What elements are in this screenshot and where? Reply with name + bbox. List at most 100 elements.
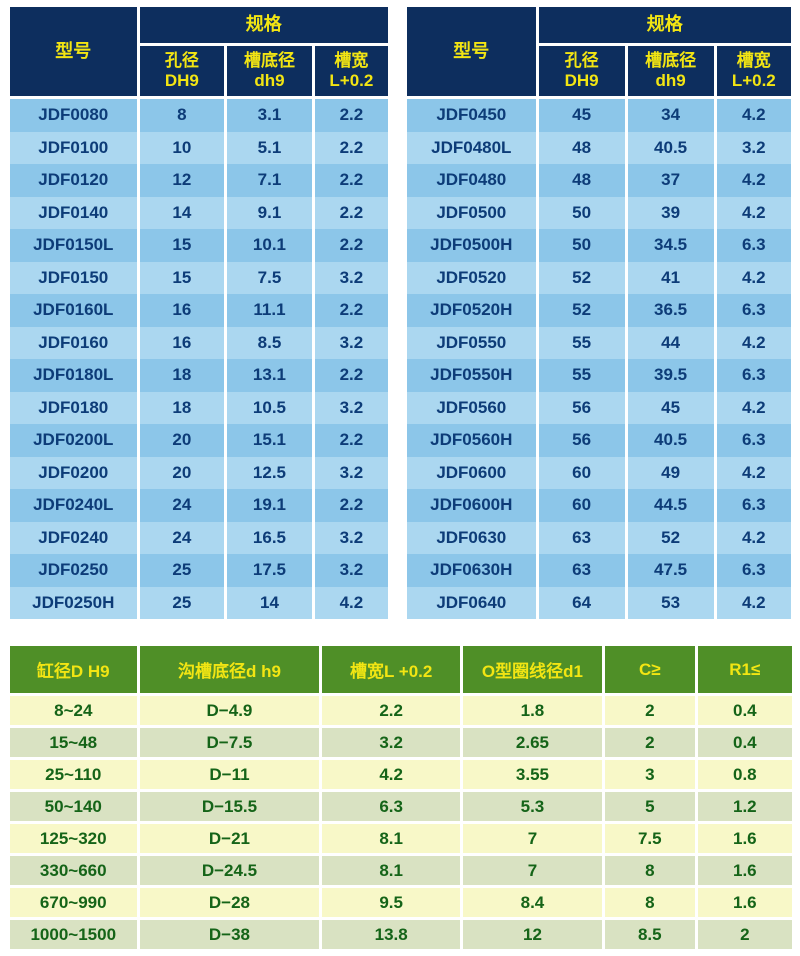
spec-table-row: JDF0480 48 37 4.2 (404, 164, 795, 197)
bore-diameter-cell: 52 (535, 294, 628, 327)
spec-table-row: JDF0630 63 52 4.2 (404, 521, 795, 554)
c-min-cell: 5 (601, 789, 698, 824)
groove-width-cell: 2.2 (311, 196, 392, 229)
groove-bottom-diameter-cell: 45 (624, 391, 717, 424)
c-min-cell: 8 (601, 853, 698, 888)
spec-table-left-body: JDF0080 8 3.1 2.2 JDF0100 10 5.1 2.2 JDF… (7, 97, 392, 619)
groove-table-row: 1000~1500 D−38 13.8 12 8.5 2 (7, 917, 796, 952)
bore-diameter-cell: 60 (535, 489, 628, 522)
r1-max-cell: 1.2 (694, 789, 796, 824)
col-header-o-ring-cross-section: O型圈线径d1 (459, 643, 605, 696)
o-ring-cross-section-cell: 8.4 (459, 885, 605, 920)
groove-width-cell: 4.2 (713, 196, 795, 229)
spec-table-row: JDF0100 10 5.1 2.2 (7, 131, 392, 164)
bore-diameter-cell: 56 (535, 424, 628, 457)
spec-table-right-body: JDF0450 45 34 4.2 JDF0480L 48 40.5 3.2 J… (404, 97, 795, 619)
spec-table-row: JDF0550 55 44 4.2 (404, 326, 795, 359)
groove-table-row: 670~990 D−28 9.5 8.4 8 1.6 (7, 885, 796, 920)
groove-width-cell: 6.3 (713, 359, 795, 392)
spec-table-row: JDF0560H 56 40.5 6.3 (404, 424, 795, 457)
groove-width-cell: 4.2 (713, 326, 795, 359)
r1-max-cell: 1.6 (694, 885, 796, 920)
bore-diameter-cell: 24 (136, 489, 228, 522)
groove-bottom-diameter-cell: 41 (624, 261, 717, 294)
groove-width-cell: 13.8 (319, 917, 463, 952)
groove-bottom-diameter-cell: 34.5 (624, 229, 717, 262)
groove-bottom-diameter-cell: 44.5 (624, 489, 717, 522)
model-cell: JDF0480L (404, 131, 539, 164)
bore-diameter-cell: 20 (136, 456, 228, 489)
model-cell: JDF0550H (404, 359, 539, 392)
col-header-cylinder-bore: 缸径D H9 (7, 643, 140, 696)
c-min-cell: 2 (601, 725, 698, 760)
bore-diameter-cell: 55 (535, 359, 628, 392)
o-ring-cross-section-cell: 1.8 (459, 693, 605, 728)
c-min-cell: 8 (601, 885, 698, 920)
bore-diameter-cell: 64 (535, 586, 628, 619)
bore-diameter-cell: 12 (136, 164, 228, 197)
groove-width-cell: 2.2 (311, 294, 392, 327)
spec-table-row: JDF0120 12 7.1 2.2 (7, 164, 392, 197)
model-cell: JDF0550 (404, 326, 539, 359)
bore-diameter-cell: 48 (535, 131, 628, 164)
bore-diameter-cell: 15 (136, 261, 228, 294)
groove-bottom-diameter-cell: 13.1 (224, 359, 315, 392)
o-ring-cross-section-cell: 12 (459, 917, 605, 952)
groove-width-cell: 4.2 (713, 97, 795, 132)
spec-table-left: 型号 规格 孔径 DH9 槽底径 dh9 槽宽 L+0.2 JDF0080 8 … (7, 7, 392, 619)
spec-table-row: JDF0200L 20 15.1 2.2 (7, 424, 392, 457)
groove-bottom-diameter-cell: 12.5 (224, 456, 315, 489)
col-header-groove-width: 槽宽L +0.2 (319, 643, 463, 696)
model-cell: JDF0560H (404, 424, 539, 457)
model-cell: JDF0600H (404, 489, 539, 522)
bore-range-cell: 15~48 (7, 725, 140, 760)
spec-table-row: JDF0150 15 7.5 3.2 (7, 261, 392, 294)
model-cell: JDF0250H (7, 586, 140, 619)
groove-bottom-diameter-cell: 36.5 (624, 294, 717, 327)
groove-width-cell: 3.2 (311, 554, 392, 587)
spec-table-row: JDF0450 45 34 4.2 (404, 97, 795, 132)
groove-table-header: 缸径D H9 沟槽底径d h9 槽宽L +0.2 O型圈线径d1 C≥ R1≤ (7, 643, 796, 696)
groove-width-cell: 6.3 (713, 554, 795, 587)
groove-width-cell: 4.2 (713, 456, 795, 489)
o-ring-cross-section-cell: 7 (459, 853, 605, 888)
r1-max-cell: 0.4 (694, 693, 796, 728)
groove-width-cell: 6.3 (319, 789, 463, 824)
groove-width-cell: 4.2 (713, 586, 795, 619)
groove-width-cell: 9.5 (319, 885, 463, 920)
model-cell: JDF0480 (404, 164, 539, 197)
groove-width-cell: 3.2 (311, 326, 392, 359)
groove-width-cell: 3.2 (311, 456, 392, 489)
spec-table-row: JDF0640 64 53 4.2 (404, 586, 795, 619)
model-cell: JDF0080 (7, 97, 140, 132)
groove-width-cell: 2.2 (311, 164, 392, 197)
groove-width-cell: 3.2 (311, 521, 392, 554)
model-cell: JDF0450 (404, 97, 539, 132)
groove-table: 缸径D H9 沟槽底径d h9 槽宽L +0.2 O型圈线径d1 C≥ R1≤ … (7, 643, 796, 952)
groove-bottom-diameter-cell: 5.1 (224, 131, 315, 164)
spec-table-row: JDF0560 56 45 4.2 (404, 391, 795, 424)
spec-table-right: 型号 规格 孔径 DH9 槽底径 dh9 槽宽 L+0.2 JDF0450 45… (404, 7, 795, 619)
groove-bottom-diameter-cell: 40.5 (624, 424, 717, 457)
model-cell: JDF0560 (404, 391, 539, 424)
groove-width-cell: 4.2 (713, 261, 795, 294)
model-cell: JDF0120 (7, 164, 140, 197)
bore-range-cell: 50~140 (7, 789, 140, 824)
spec-table-row: JDF0240 24 16.5 3.2 (7, 521, 392, 554)
groove-width-cell: 4.2 (713, 391, 795, 424)
groove-table-row: 50~140 D−15.5 6.3 5.3 5 1.2 (7, 789, 796, 824)
groove-bottom-diameter-cell: 10.1 (224, 229, 315, 262)
groove-bottom-formula-cell: D−21 (136, 821, 323, 856)
bore-range-cell: 1000~1500 (7, 917, 140, 952)
groove-bottom-diameter-cell: 39.5 (624, 359, 717, 392)
groove-width-cell: 3.2 (713, 131, 795, 164)
model-cell: JDF0200 (7, 456, 140, 489)
model-cell: JDF0160L (7, 294, 140, 327)
groove-bottom-diameter-cell: 40.5 (624, 131, 717, 164)
groove-bottom-formula-cell: D−4.9 (136, 693, 323, 728)
spec-table-row: JDF0630H 63 47.5 6.3 (404, 554, 795, 587)
groove-width-cell: 4.2 (713, 164, 795, 197)
groove-width-cell: 2.2 (311, 424, 392, 457)
groove-bottom-diameter-cell: 34 (624, 97, 717, 132)
col-header-bore-diameter: 孔径 DH9 (136, 44, 228, 99)
